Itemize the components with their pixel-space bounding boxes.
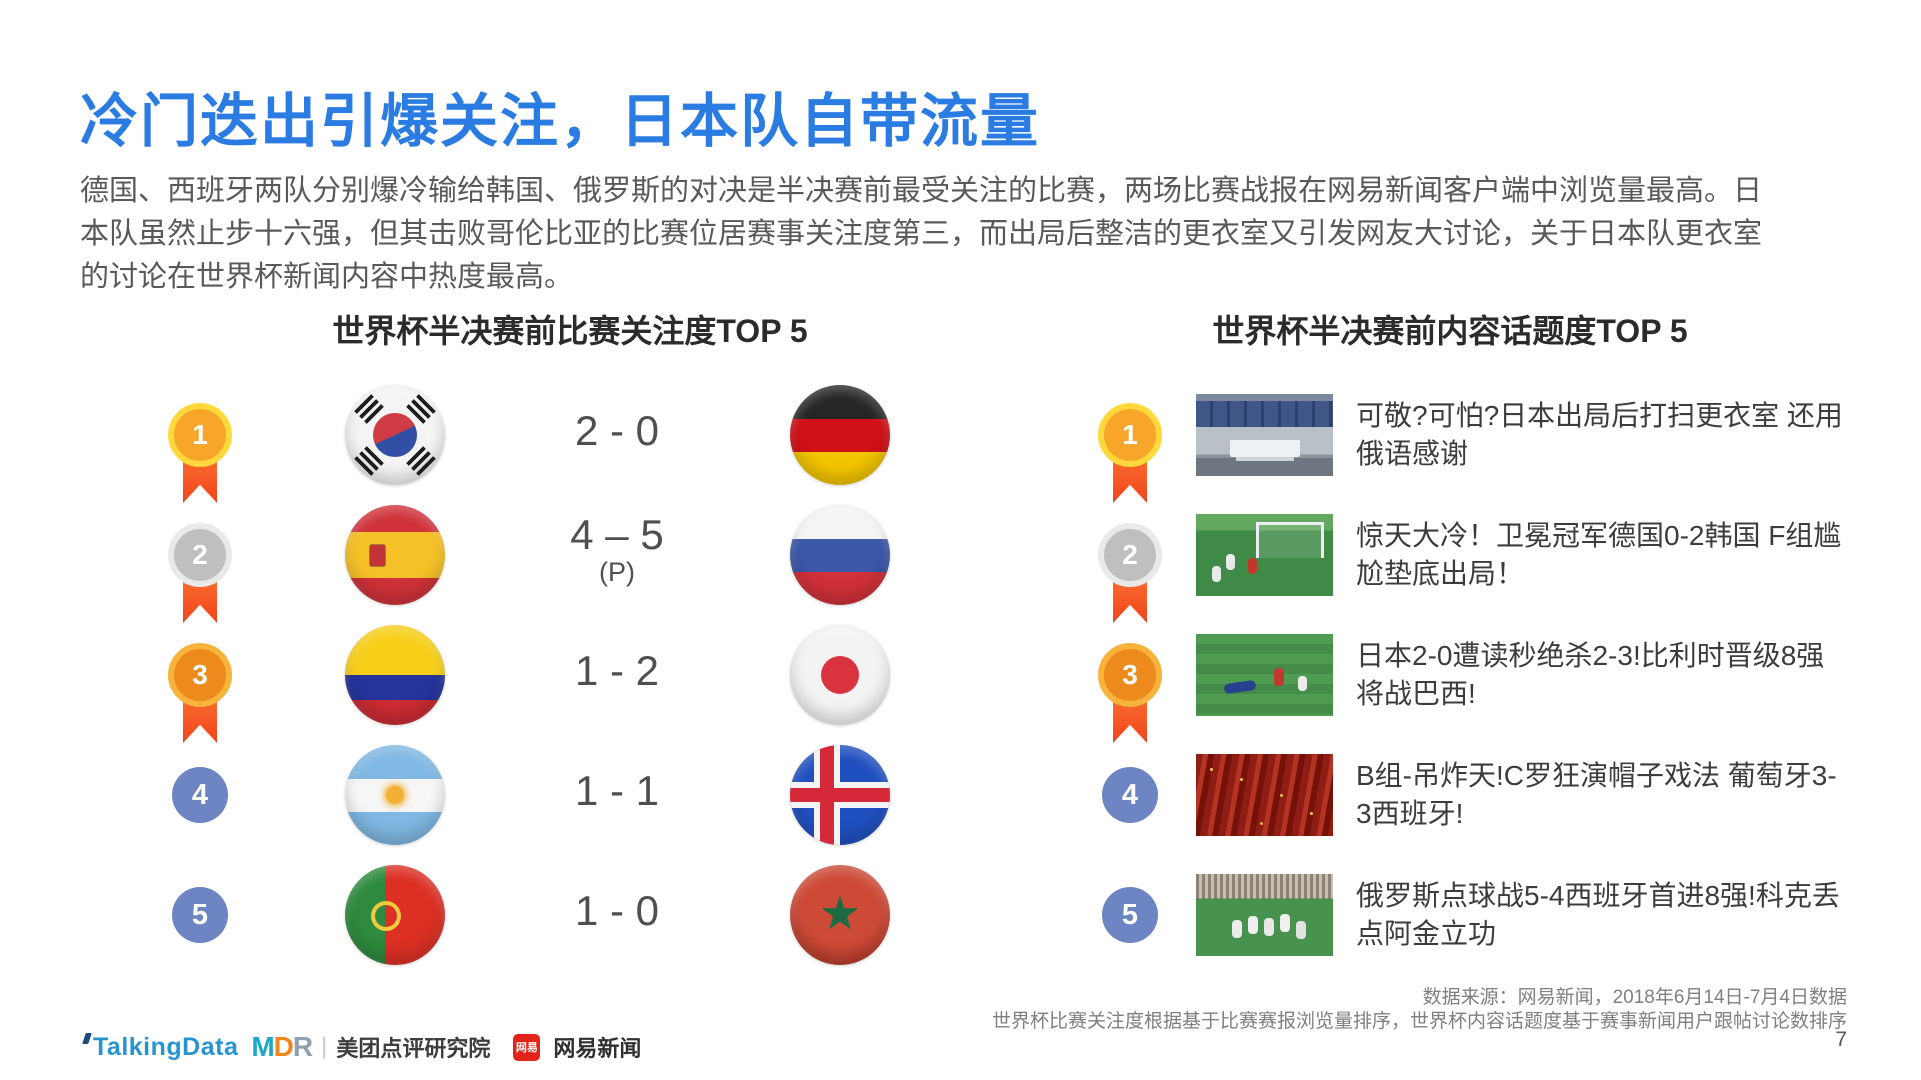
portugal-flag-icon bbox=[345, 865, 445, 965]
news-headline: 惊天大冷！卫冕冠军德国0-2韩国 F组尴尬垫底出局！ bbox=[1356, 520, 1842, 589]
match-score: 2 - 0 bbox=[574, 407, 660, 454]
meituan-dianping-institute-label: 美团点评研究院 bbox=[336, 1036, 491, 1061]
iceland-flag-icon bbox=[790, 745, 890, 845]
rank-circle-icon: 5 bbox=[1102, 887, 1158, 943]
mdr-logo: MDR bbox=[251, 1031, 313, 1062]
topic-row: 3 日本2-0遭读秒绝杀2-3!比利时晋级8强将战巴西! bbox=[1060, 615, 1860, 743]
topic-row: 5 俄罗斯点球战5-4西班牙首进8强!科克丢点阿金立功 bbox=[1060, 855, 1860, 975]
thumbnail-locker-room bbox=[1196, 394, 1333, 476]
talkingdata-tick-icon bbox=[82, 1032, 92, 1044]
morocco-flag-icon bbox=[790, 865, 890, 965]
penalty-note: (P) bbox=[599, 557, 635, 587]
colombia-flag-icon bbox=[345, 625, 445, 725]
match-score: 1 - 0 bbox=[574, 887, 660, 934]
netease-news-label: 网易新闻 bbox=[553, 1036, 642, 1061]
news-headline: 可敬?可怕?日本出局后打扫更衣室 还用俄语感谢 bbox=[1356, 400, 1843, 469]
rank-circle-icon: 4 bbox=[172, 767, 228, 823]
rank-number: 2 bbox=[1098, 523, 1162, 587]
match-score: 1 - 2 bbox=[574, 647, 660, 694]
data-source-line: 数据来源：网易新闻，2018年6月14日-7月4日数据 bbox=[1422, 987, 1847, 1008]
silver-medal-icon: 2 bbox=[168, 523, 232, 633]
right-panel-title: 世界杯半决赛前内容话题度TOP 5 bbox=[1212, 313, 1688, 349]
thumbnail-japan-belgium-match bbox=[1196, 634, 1333, 716]
news-headline: 俄罗斯点球战5-4西班牙首进8强!科克丢点阿金立功 bbox=[1356, 880, 1840, 949]
germany-flag-icon bbox=[790, 385, 890, 485]
rank-number: 1 bbox=[168, 403, 232, 467]
match-score: 4 – 5 bbox=[570, 511, 664, 558]
left-panel-title: 世界杯半决赛前比赛关注度TOP 5 bbox=[332, 313, 808, 349]
logo-divider: | bbox=[321, 1033, 328, 1060]
topic-row: 1 可敬?可怕?日本出局后打扫更衣室 还用俄语感谢 bbox=[1060, 375, 1860, 503]
south-korea-flag-icon bbox=[345, 385, 445, 485]
footer-logos: TalkingData MDR | 美团点评研究院 网易 网易新闻 bbox=[82, 1030, 642, 1064]
thumbnail-russia-celebration bbox=[1196, 874, 1333, 956]
silver-medal-icon: 2 bbox=[1098, 523, 1162, 633]
topic-row: 2 惊天大冷！卫冕冠军德国0-2韩国 F组尴尬垫底出局！ bbox=[1060, 495, 1860, 623]
russia-flag-icon bbox=[790, 505, 890, 605]
japan-flag-icon bbox=[790, 625, 890, 725]
page-title: 冷门迭出引爆关注，日本队自带流量 bbox=[80, 89, 1041, 154]
news-headline: B组-吊炸天!C罗狂演帽子戏法 葡萄牙3-3西班牙! bbox=[1356, 760, 1837, 829]
match-row: 3 1 - 2 bbox=[80, 615, 1060, 743]
netease-news-badge-icon: 网易 bbox=[513, 1033, 541, 1061]
bronze-medal-icon: 3 bbox=[168, 643, 232, 753]
talkingdata-wordmark: TalkingData bbox=[93, 1032, 239, 1061]
rank-circle-icon: 5 bbox=[172, 887, 228, 943]
page-number: 7 bbox=[1835, 1028, 1847, 1051]
match-row: 5 1 - 0 bbox=[80, 855, 1060, 975]
spain-flag-icon bbox=[345, 505, 445, 605]
match-row: 1 2 - 0 bbox=[80, 375, 1060, 503]
match-row: 2 4 – 5 (P) bbox=[80, 495, 1060, 623]
bronze-medal-icon: 3 bbox=[1098, 643, 1162, 753]
rank-circle-icon: 4 bbox=[1102, 767, 1158, 823]
intro-paragraph: 德国、西班牙两队分别爆冷输给韩国、俄罗斯的对决是半决赛前最受关注的比赛，两场比赛… bbox=[80, 175, 1763, 293]
gold-medal-icon: 1 bbox=[1098, 403, 1162, 513]
rank-number: 2 bbox=[168, 523, 232, 587]
ranking-method-line: 世界杯比赛关注度根据基于比赛赛报浏览量排序，世界杯内容话题度基于赛事新闻用户跟帖… bbox=[991, 1011, 1847, 1032]
thumbnail-germany-korea-match bbox=[1196, 514, 1333, 596]
thumbnail-portugal-spain-fans bbox=[1196, 754, 1333, 836]
rank-number: 3 bbox=[1098, 643, 1162, 707]
talkingdata-logo: TalkingData bbox=[82, 1032, 239, 1062]
match-score: 1 - 1 bbox=[574, 767, 660, 814]
match-row: 4 1 - 1 bbox=[80, 735, 1060, 855]
argentina-flag-icon bbox=[345, 745, 445, 845]
rank-number: 1 bbox=[1098, 403, 1162, 467]
news-headline: 日本2-0遭读秒绝杀2-3!比利时晋级8强将战巴西! bbox=[1356, 640, 1825, 709]
topic-row: 4 B组-吊炸天!C罗狂演帽子戏法 葡萄牙3-3西班牙! bbox=[1060, 735, 1860, 855]
gold-medal-icon: 1 bbox=[168, 403, 232, 513]
rank-number: 3 bbox=[168, 643, 232, 707]
